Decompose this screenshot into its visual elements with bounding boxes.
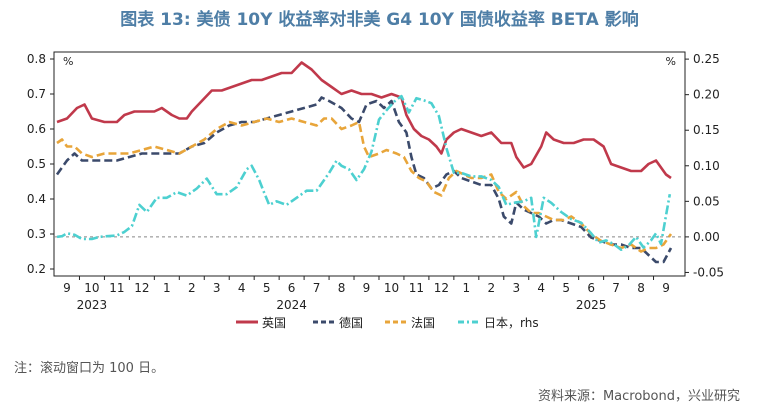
x-axis-month-label: 8 bbox=[637, 281, 645, 295]
x-axis-month-label: 4 bbox=[537, 281, 545, 295]
x-axis-month-label: 10 bbox=[384, 281, 399, 295]
right-axis-tick-label: 0.05 bbox=[693, 194, 720, 208]
plot-area-frame bbox=[53, 51, 686, 277]
legend-label-3: 法国 bbox=[411, 316, 435, 330]
x-axis-month-label: 3 bbox=[213, 281, 221, 295]
x-axis-month-label: 12 bbox=[134, 281, 149, 295]
series-line-3 bbox=[56, 117, 673, 253]
footnote: 注：滚动窗口为 100 日。 bbox=[14, 361, 165, 376]
x-axis-month-label: 1 bbox=[163, 281, 171, 295]
right-axis-tick-label: -0.05 bbox=[693, 265, 724, 279]
series-line-1 bbox=[56, 61, 672, 180]
x-axis-month-label: 7 bbox=[313, 281, 321, 295]
left-axis-tick-label: 0.4 bbox=[27, 192, 46, 206]
left-axis-tick-label: 0.5 bbox=[27, 157, 46, 171]
right-axis-tick-label: 0.25 bbox=[693, 52, 720, 66]
left-axis-tick-label: 0.6 bbox=[27, 122, 46, 136]
chart-title: 图表 13: 美债 10Y 收益率对非美 G4 10Y 国债收益率 BETA 影… bbox=[120, 10, 639, 30]
x-axis-month-label: 12 bbox=[434, 281, 449, 295]
x-axis-month-label: 6 bbox=[587, 281, 595, 295]
right-axis-unit: % bbox=[666, 55, 676, 68]
left-axis-tick-label: 0.2 bbox=[27, 262, 46, 276]
legend-label-4: 日本，rhs bbox=[484, 316, 539, 330]
x-axis-month-label: 6 bbox=[288, 281, 296, 295]
x-axis-month-label: 2 bbox=[188, 281, 196, 295]
source-label: 资料来源：Macrobond，兴业研究 bbox=[537, 389, 740, 404]
series-line-2 bbox=[55, 96, 673, 264]
right-axis-tick-label: 0.00 bbox=[693, 230, 720, 244]
right-axis-tick-label: 0.10 bbox=[693, 159, 720, 173]
legend: 英国 德国 法国 日本，rhs bbox=[236, 315, 539, 330]
x-axis-month-label: 4 bbox=[238, 281, 246, 295]
x-axis-month-label: 9 bbox=[63, 281, 71, 295]
left-axis-unit: % bbox=[63, 55, 73, 68]
x-axis-year-label: 2025 bbox=[576, 298, 607, 312]
x-axis-year-label: 2024 bbox=[276, 298, 307, 312]
legend-label-1: 英国 bbox=[262, 316, 286, 330]
x-axis-month-label: 5 bbox=[562, 281, 570, 295]
left-axis-tick-label: 0.3 bbox=[27, 227, 46, 241]
x-axis-month-label: 2 bbox=[487, 281, 495, 295]
left-axis-tick-label: 0.7 bbox=[27, 87, 46, 101]
x-axis-month-label: 7 bbox=[612, 281, 620, 295]
x-axis-month-label: 5 bbox=[263, 281, 271, 295]
series-line-4 bbox=[56, 94, 672, 251]
legend-label-2: 德国 bbox=[339, 315, 363, 330]
x-axis-year-label: 2023 bbox=[77, 298, 108, 312]
x-axis-month-label: 11 bbox=[409, 281, 424, 295]
x-axis-month-label: 9 bbox=[363, 281, 371, 295]
right-axis-tick-label: 0.20 bbox=[693, 88, 720, 102]
x-axis-month-label: 11 bbox=[109, 281, 124, 295]
x-axis-month-label: 1 bbox=[463, 281, 471, 295]
x-axis-month-label: 9 bbox=[662, 281, 670, 295]
x-axis-month-label: 8 bbox=[338, 281, 346, 295]
right-axis-tick-label: 0.15 bbox=[693, 123, 720, 137]
left-axis-tick-label: 0.8 bbox=[27, 52, 46, 66]
x-axis-month-label: 10 bbox=[84, 281, 99, 295]
x-axis-month-label: 3 bbox=[512, 281, 520, 295]
